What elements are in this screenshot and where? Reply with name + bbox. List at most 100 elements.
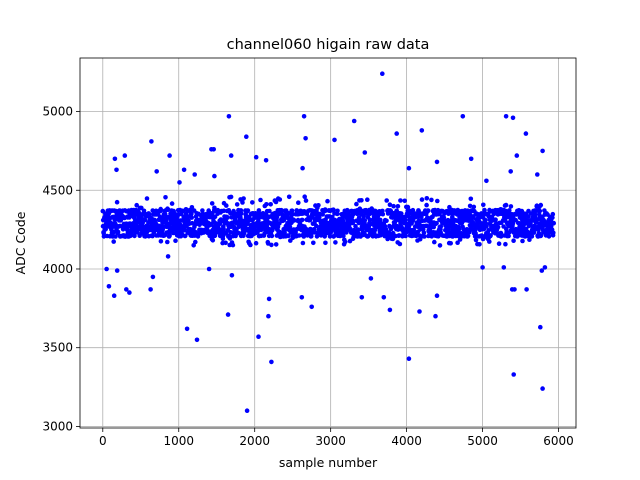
x-tick-label: 5000 <box>467 434 498 448</box>
data-point <box>524 287 529 292</box>
data-point <box>434 159 440 165</box>
data-point <box>422 234 427 239</box>
data-point <box>354 201 359 207</box>
data-point <box>468 156 474 162</box>
data-point <box>550 215 555 220</box>
data-point <box>435 198 440 204</box>
data-point <box>365 197 370 202</box>
data-point <box>241 196 246 201</box>
data-point <box>387 202 393 207</box>
data-point <box>253 240 259 246</box>
data-point <box>425 208 431 214</box>
data-point <box>139 205 144 211</box>
data-point <box>333 240 338 245</box>
data-point <box>167 153 172 158</box>
data-point <box>296 200 301 205</box>
data-point <box>362 218 368 223</box>
data-point <box>158 206 163 212</box>
data-point <box>169 201 175 206</box>
data-point <box>113 234 118 239</box>
data-point <box>239 211 244 216</box>
x-tick-label: 6000 <box>543 434 574 448</box>
data-point <box>551 230 556 235</box>
data-point <box>511 238 516 243</box>
data-point <box>143 234 148 239</box>
data-point <box>402 198 408 204</box>
data-point <box>142 217 148 223</box>
data-point <box>481 202 486 208</box>
data-point <box>368 276 374 281</box>
data-point <box>114 268 120 273</box>
x-tick-label: 4000 <box>391 434 422 448</box>
y-tick-label: 5000 <box>42 105 73 119</box>
data-point <box>229 273 235 278</box>
data-point <box>380 211 386 217</box>
data-point <box>263 158 269 163</box>
data-point <box>381 295 387 300</box>
data-point <box>212 173 217 179</box>
data-point <box>194 337 200 343</box>
data-point <box>150 274 156 280</box>
data-point <box>291 218 297 223</box>
data-point <box>445 217 451 223</box>
data-point <box>182 227 187 233</box>
data-point <box>258 197 263 203</box>
data-point <box>316 203 321 208</box>
plot-frame <box>79 57 577 429</box>
data-point <box>112 156 118 162</box>
data-point <box>177 180 182 185</box>
chart-title: channel060 higain raw data <box>227 37 430 53</box>
data-point <box>150 233 155 239</box>
data-point <box>359 198 364 203</box>
data-point <box>406 165 412 171</box>
data-point <box>455 240 460 245</box>
data-points <box>100 71 556 414</box>
data-point <box>378 217 383 223</box>
data-point <box>487 239 492 244</box>
data-point <box>429 234 435 239</box>
data-point <box>429 197 434 203</box>
data-point <box>394 131 400 136</box>
data-point <box>244 408 250 414</box>
data-point <box>508 204 514 209</box>
data-point <box>355 227 361 232</box>
data-point <box>302 194 308 199</box>
data-point <box>535 217 540 222</box>
data-point <box>111 239 116 244</box>
data-point <box>234 202 240 207</box>
data-point <box>495 224 501 230</box>
data-point <box>223 240 228 246</box>
data-point <box>173 238 178 243</box>
data-point <box>225 312 231 317</box>
data-point <box>245 208 251 213</box>
x-axis-label: sample number <box>279 455 378 470</box>
data-point <box>221 208 227 214</box>
data-point <box>520 238 525 244</box>
data-point <box>256 334 261 340</box>
data-point <box>189 205 195 210</box>
data-point <box>508 169 513 174</box>
data-point <box>248 242 253 248</box>
data-point <box>226 114 232 119</box>
data-point <box>341 233 346 239</box>
data-point <box>165 239 170 245</box>
data-point <box>538 324 543 330</box>
data-point <box>477 242 482 247</box>
data-point <box>206 266 212 272</box>
data-point <box>350 220 356 226</box>
data-point <box>149 139 154 144</box>
data-point <box>256 208 262 213</box>
data-point <box>402 217 408 223</box>
data-point <box>309 304 315 310</box>
data-point <box>183 233 188 239</box>
data-point <box>484 178 489 184</box>
data-point <box>210 238 216 243</box>
data-point <box>501 265 507 270</box>
data-point <box>330 214 335 220</box>
y-tick-label: 3500 <box>42 341 73 355</box>
data-point <box>424 196 430 201</box>
data-point <box>318 233 324 238</box>
data-point <box>115 229 121 235</box>
data-point <box>286 233 291 239</box>
data-point <box>228 153 234 158</box>
